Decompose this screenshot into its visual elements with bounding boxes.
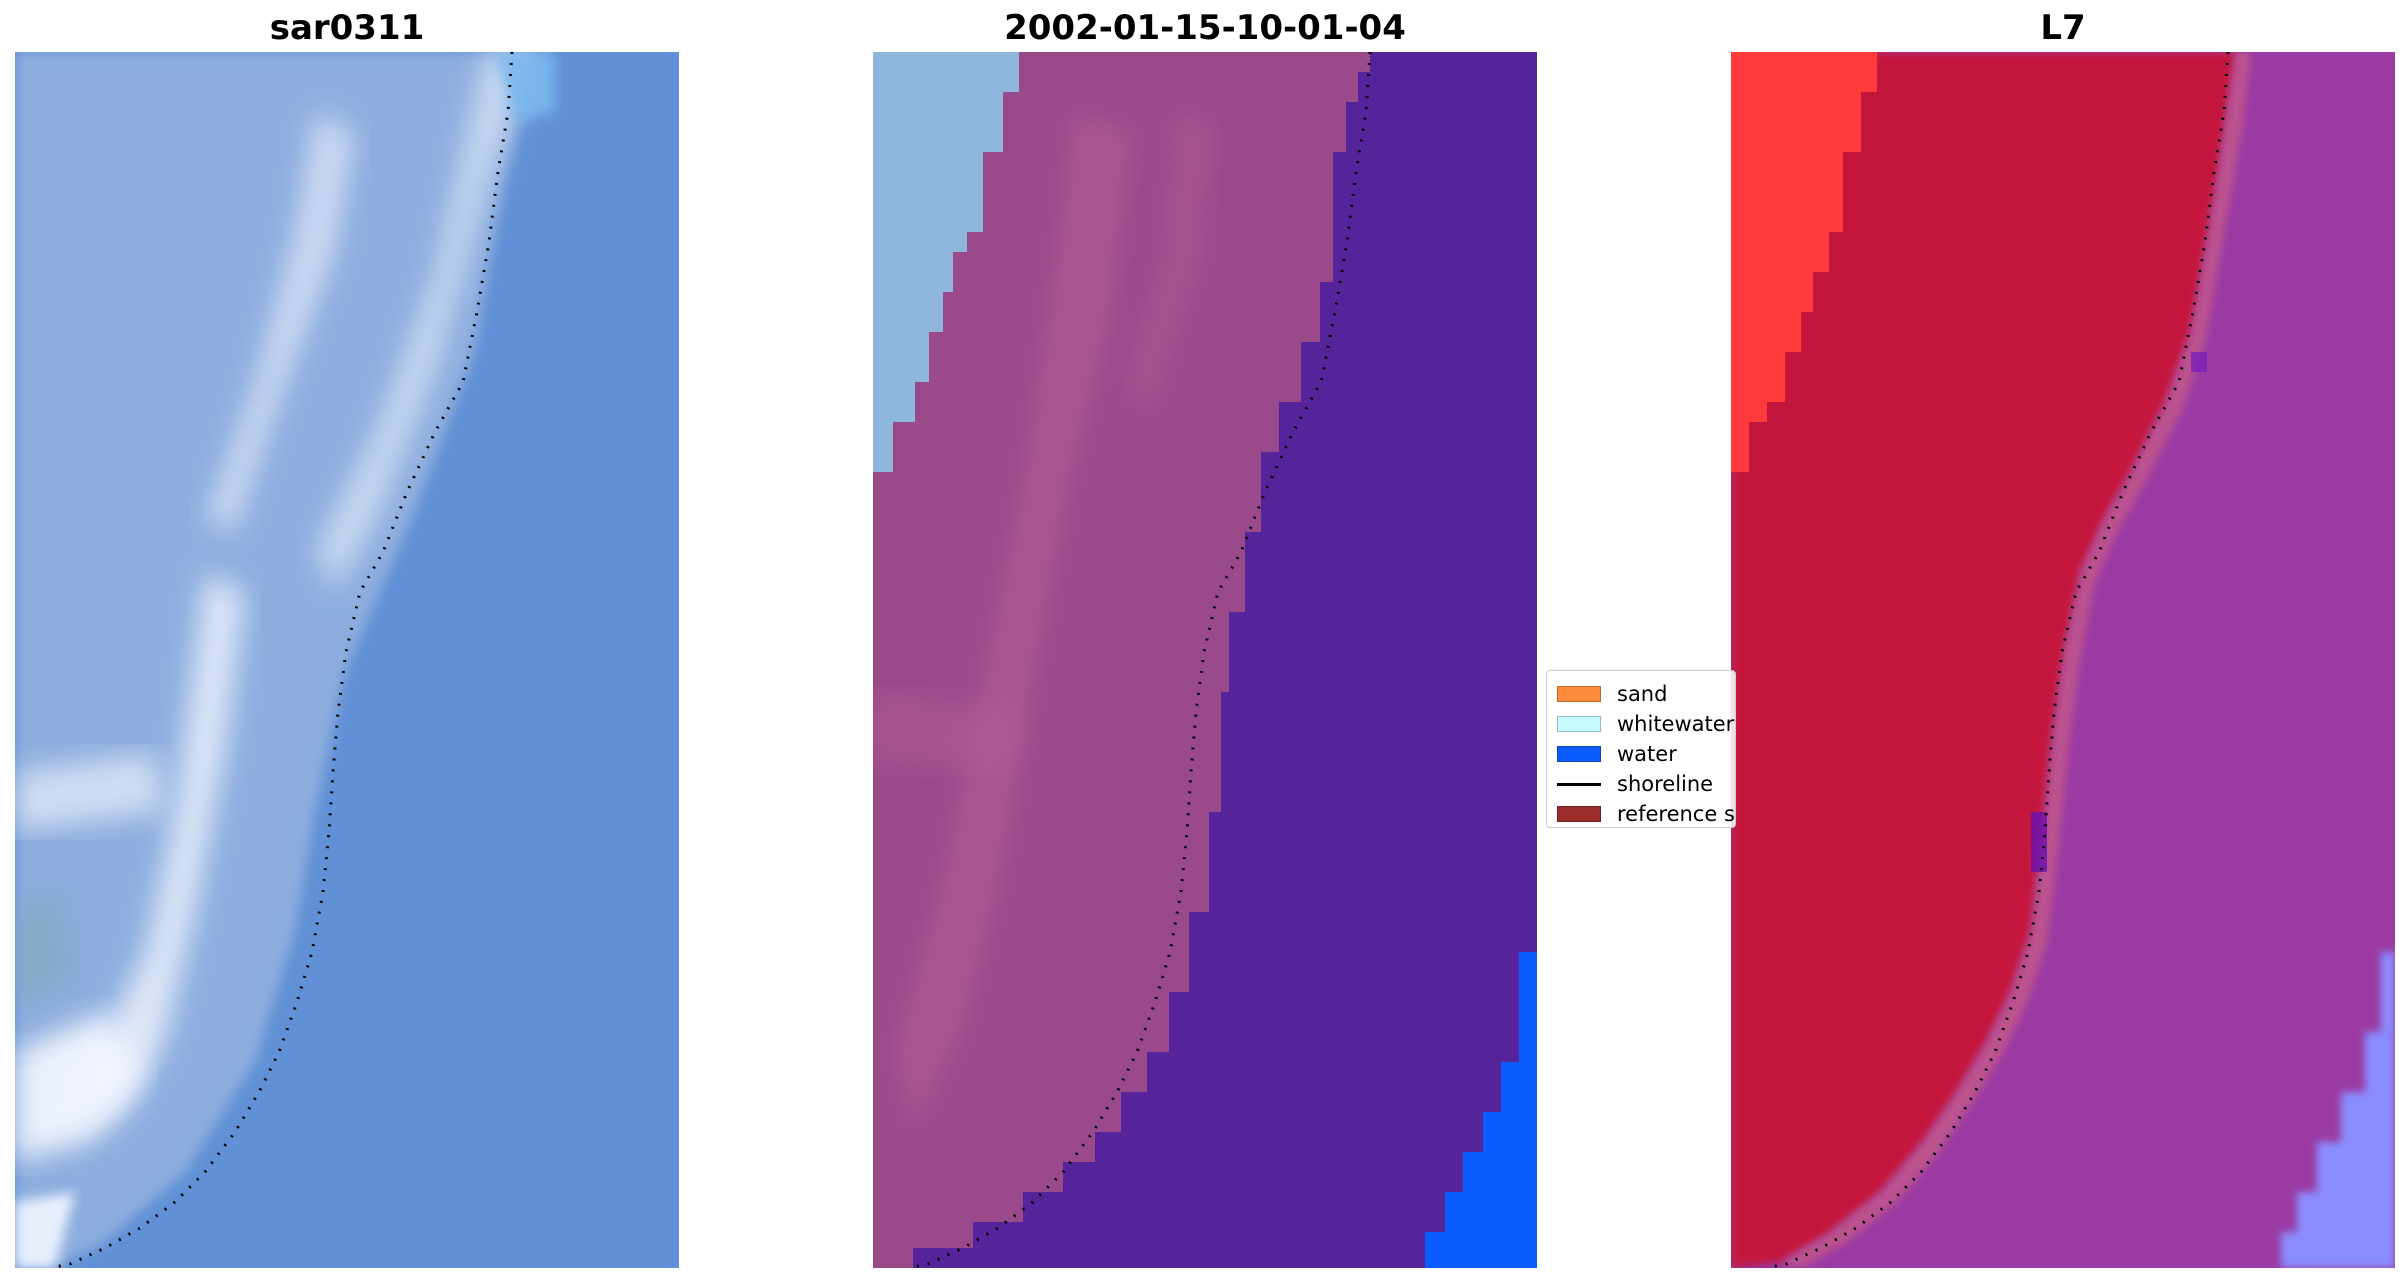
bright-water-class-area	[1425, 952, 1537, 1268]
legend-label: shoreline	[1617, 772, 1714, 796]
classification-image	[873, 52, 1537, 1268]
index-bright-area	[1731, 52, 1877, 472]
panel-title-classification: 2002-01-15-10-01-04	[1004, 8, 1406, 48]
surf-band	[15, 1012, 145, 1162]
legend-swatch-whitewater	[1557, 716, 1601, 732]
legend-line-shoreline	[1557, 782, 1601, 786]
legend-label: whitewater	[1617, 712, 1735, 736]
legend-label: water	[1617, 742, 1677, 766]
land-class-area	[873, 52, 1370, 1268]
classification-panel	[873, 52, 1537, 1268]
sea-area	[495, 52, 555, 122]
index-texture	[2031, 812, 2047, 872]
surf-band	[205, 112, 355, 532]
index-land-area	[1731, 52, 2236, 1268]
land-area	[15, 892, 75, 1012]
index-image	[1731, 52, 2395, 1268]
surf-band	[15, 752, 165, 832]
rgb-image	[15, 52, 679, 1268]
legend-swatch-sand	[1557, 686, 1601, 702]
legend-item-sand: sand	[1557, 679, 1735, 709]
surf-band	[75, 572, 245, 1142]
legend-item-water: water	[1557, 739, 1735, 769]
legend-label: reference shoreline	[1617, 802, 1735, 826]
index-panel	[1731, 52, 2395, 1268]
rgb-image-panel	[15, 52, 679, 1268]
land-class-area	[873, 692, 1023, 772]
whitewater-class-area	[873, 52, 1019, 472]
land-class-area	[893, 112, 1133, 1132]
legend-item-whitewater: whitewater	[1557, 709, 1735, 739]
index-transition-band	[1781, 52, 2251, 1268]
legend-swatch-reference-shoreline	[1557, 806, 1601, 822]
index-light-area	[2281, 952, 2395, 1268]
legend-item-shoreline: shoreline	[1557, 769, 1735, 799]
panel-title-index: L7	[2040, 8, 2086, 48]
land-class-area	[1123, 112, 1213, 412]
index-texture	[2191, 352, 2207, 372]
legend-swatch-water	[1557, 746, 1601, 762]
surf-band	[15, 1192, 75, 1268]
surf-band	[315, 52, 535, 592]
legend-label: sand	[1617, 682, 1668, 706]
legend-item-reference-shoreline: reference shoreline	[1557, 799, 1735, 827]
panel-title-rgb: sar0311	[269, 8, 425, 48]
legend: sand whitewater water shoreline referenc…	[1546, 670, 1736, 828]
